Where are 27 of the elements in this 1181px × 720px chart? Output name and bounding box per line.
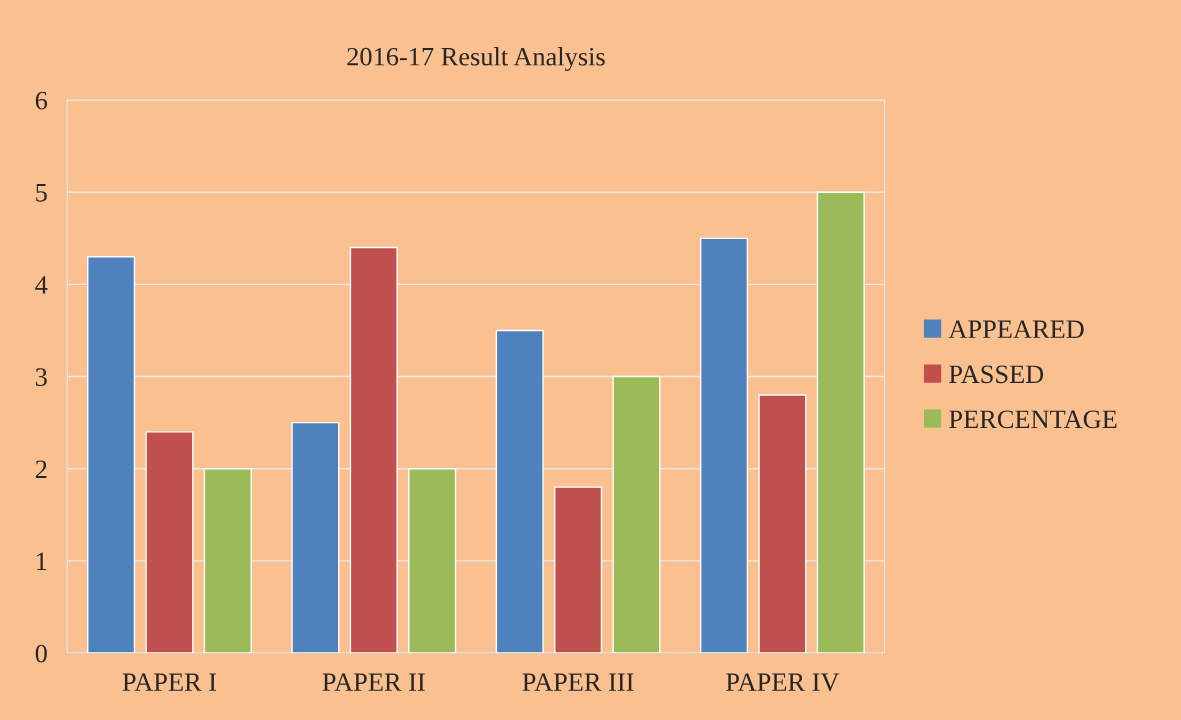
y-tick-label: 0 bbox=[35, 644, 47, 663]
y-tick-label: 6 bbox=[35, 91, 48, 110]
legend-label: APPEARED bbox=[948, 320, 1084, 338]
y-tick-label: 1 bbox=[37, 552, 47, 571]
x-tick-label: PAPER I bbox=[122, 673, 217, 691]
bar bbox=[87, 256, 136, 654]
x-tick-label: PAPER IV bbox=[726, 673, 840, 692]
y-tick-label: 3 bbox=[35, 368, 47, 386]
bar bbox=[349, 246, 398, 654]
bar bbox=[495, 329, 544, 654]
bar bbox=[758, 394, 807, 654]
bar bbox=[145, 431, 194, 654]
bar bbox=[612, 375, 661, 654]
x-tick-label: PAPER II bbox=[322, 673, 425, 691]
y-tick-label: 5 bbox=[36, 184, 47, 202]
chart-title: 2016-17 Result Analysis bbox=[347, 47, 605, 72]
bar bbox=[816, 191, 865, 654]
legend-label: PASSED bbox=[949, 365, 1044, 384]
legend-label: PERCENTAGE bbox=[949, 410, 1117, 429]
y-tick-label: 2 bbox=[35, 460, 47, 478]
bar bbox=[699, 237, 749, 654]
y-tick-label: 4 bbox=[35, 276, 48, 294]
x-tick-label: PAPER III bbox=[522, 673, 634, 691]
bar bbox=[554, 486, 603, 654]
bar bbox=[203, 468, 252, 654]
bar bbox=[408, 468, 457, 654]
bar bbox=[291, 421, 340, 654]
